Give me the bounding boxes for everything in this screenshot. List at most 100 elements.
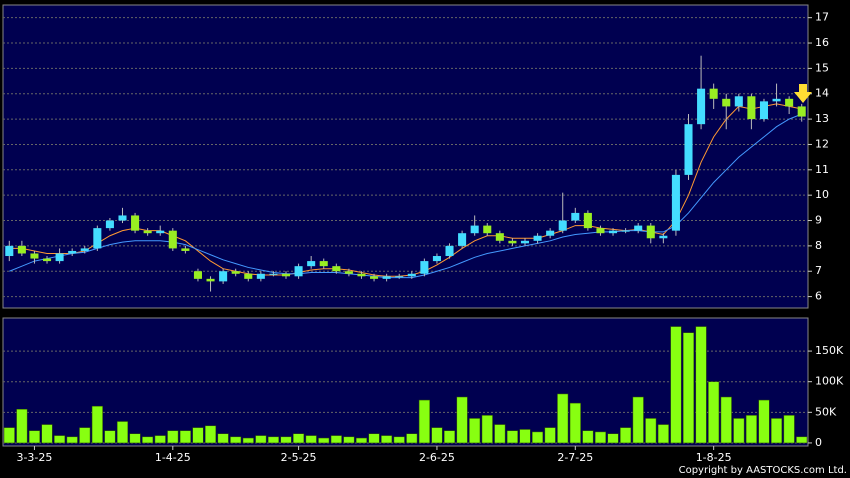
volume-bar (657, 424, 669, 444)
candle-body (659, 235, 668, 239)
candle-body (571, 212, 580, 221)
y-tick-label: 13 (815, 112, 829, 125)
candle-body (445, 245, 454, 257)
y-tick-label: 100K (815, 375, 844, 388)
volume-bar (154, 435, 166, 444)
candle-body (546, 230, 555, 236)
candle-body (156, 230, 165, 234)
candle-body (609, 230, 618, 234)
candle-body (634, 225, 643, 231)
volume-bar (708, 381, 720, 444)
volume-bar (343, 436, 355, 444)
volume-bar (28, 430, 40, 444)
candle-body (244, 273, 253, 279)
volume-bar (582, 430, 594, 444)
candle-body (420, 261, 429, 274)
volume-bar (355, 437, 368, 444)
y-tick-label: 11 (815, 163, 829, 176)
y-tick-label: 9 (815, 214, 822, 227)
volume-bar (670, 326, 682, 444)
candle-body (734, 96, 743, 107)
candle-body (797, 106, 806, 117)
volume-bar (217, 433, 229, 444)
candle-body (269, 273, 278, 275)
candle-body (407, 273, 416, 277)
candle-body (495, 233, 504, 241)
volume-bar (620, 427, 632, 444)
candle-body (131, 215, 140, 231)
volume-bar (506, 430, 518, 444)
volume-bar (230, 436, 242, 444)
candle-body (42, 258, 52, 262)
x-tick-label: 1-8-25 (696, 451, 732, 464)
candle-body (5, 245, 14, 257)
volume-bar (519, 429, 531, 444)
candle-body (370, 276, 379, 279)
volume-bar (695, 326, 707, 444)
volume-bar (79, 427, 91, 444)
candle-body (319, 261, 328, 267)
volume-bar (293, 433, 305, 444)
volume-bar (116, 421, 129, 444)
candle-body (55, 253, 64, 262)
candle-body (118, 215, 127, 221)
candle-body (143, 230, 152, 234)
candle-body (17, 245, 26, 254)
x-tick-label: 2-7-25 (557, 451, 593, 464)
signal-arrow (794, 84, 812, 103)
candle-body (193, 271, 202, 279)
volume-bar (255, 435, 267, 444)
candle-body (281, 273, 291, 277)
volume-bar (431, 427, 443, 444)
candle-body (458, 233, 467, 246)
volume-bar (242, 437, 254, 444)
volume-bar (16, 409, 28, 444)
volume-bar (41, 424, 53, 444)
volume-bar (720, 396, 732, 444)
volume-bar (758, 399, 770, 444)
volume-bar (305, 435, 317, 444)
candle-body (621, 230, 630, 232)
volume-bar (54, 435, 66, 444)
y-tick-label: 14 (815, 87, 829, 100)
candle-body (508, 240, 517, 244)
candle-body (344, 271, 353, 274)
volume-bar (783, 415, 795, 444)
candle-body (231, 271, 240, 274)
volume-bar (205, 425, 217, 444)
volume-bar (280, 436, 292, 444)
y-tick-label: 50K (815, 405, 837, 418)
candle-body (105, 220, 114, 229)
volume-bar (393, 436, 405, 444)
candle-body (684, 124, 693, 175)
candle-body (93, 228, 102, 249)
volume-bar (179, 430, 191, 444)
candle-body (722, 98, 731, 107)
candle-body (307, 261, 316, 267)
candle-body (483, 225, 492, 234)
candle-body (759, 101, 769, 120)
volume-bar (66, 436, 78, 444)
volume-bar (494, 424, 506, 444)
y-tick-label: 6 (815, 290, 822, 303)
candle-body (332, 266, 341, 272)
y-tick-label: 16 (815, 36, 829, 49)
candle-body (646, 225, 655, 239)
volume-bar (406, 433, 418, 444)
volume-bar (733, 418, 745, 444)
volume-bar (645, 418, 657, 444)
y-tick-label: 10 (815, 188, 829, 201)
candle-body (583, 212, 592, 229)
candle-body (80, 248, 89, 251)
candle-body (520, 240, 530, 244)
volume-bar (745, 415, 757, 444)
moving-average (9, 103, 802, 277)
volume-bar (456, 396, 468, 444)
y-tick-label: 0 (815, 436, 822, 449)
volume-bar (632, 396, 644, 444)
volume-bar (192, 427, 204, 444)
price-panel (2, 4, 809, 309)
volume-bar (469, 418, 481, 444)
candle-body (596, 228, 605, 234)
